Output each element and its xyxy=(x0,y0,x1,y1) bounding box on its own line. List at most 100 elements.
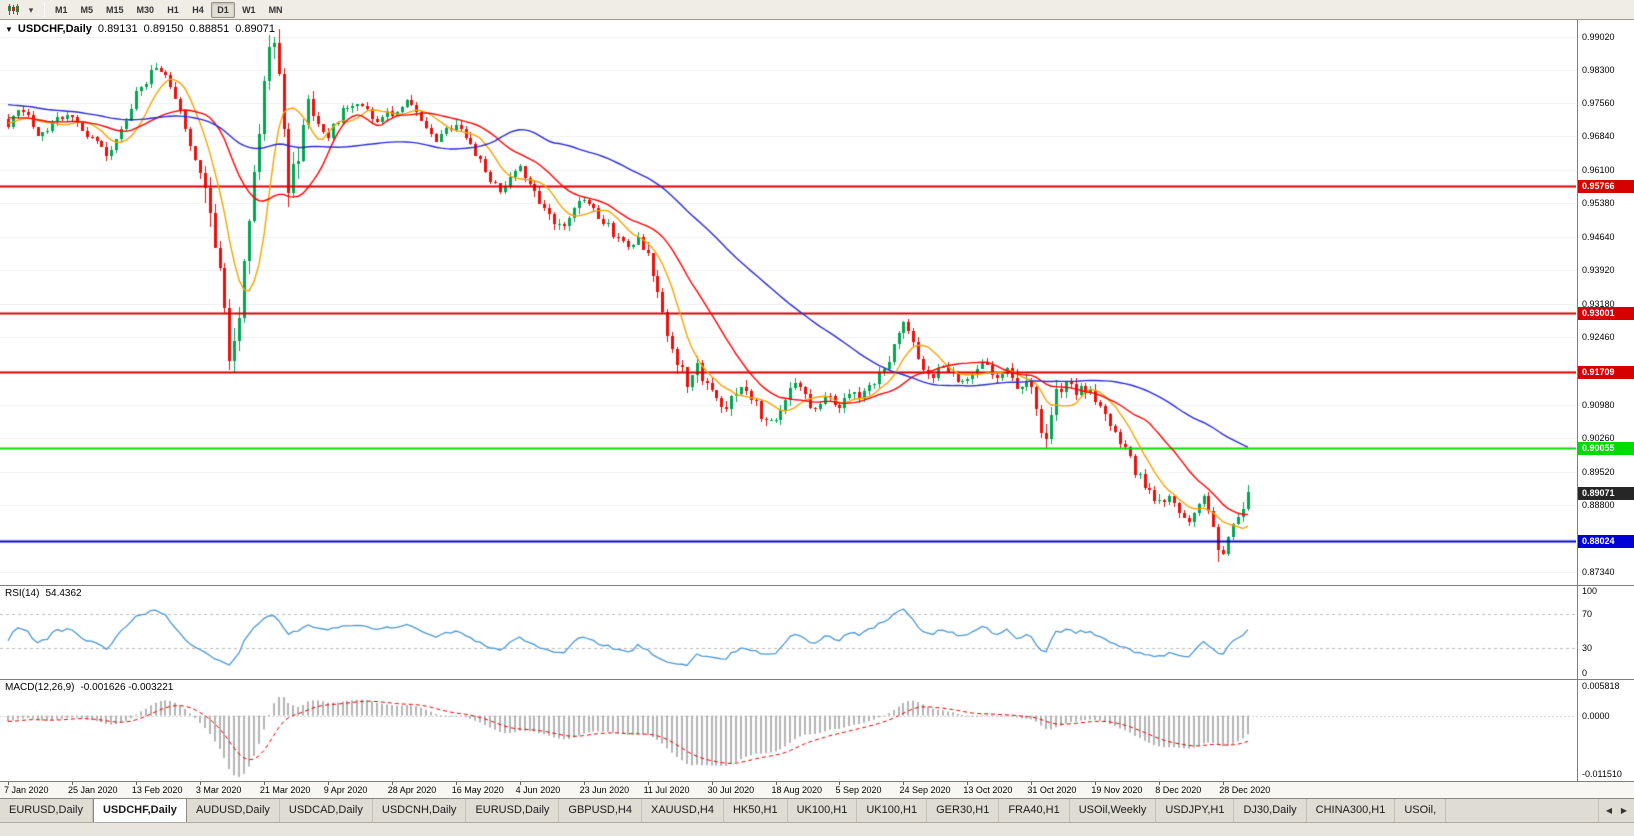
toolbar-separator xyxy=(44,2,45,17)
time-axis-label: 18 Aug 2020 xyxy=(771,785,823,795)
chart-tab-usoil-weekly[interactable]: USOil,Weekly xyxy=(1070,799,1157,822)
macd-axis-label: 0.005818 xyxy=(1582,681,1620,692)
timeframe-button-m5[interactable]: M5 xyxy=(80,4,94,15)
time-axis-tick xyxy=(712,782,713,785)
time-axis-tick xyxy=(200,782,201,785)
time-axis-tick xyxy=(967,782,968,785)
chart-tab-audusd-daily[interactable]: AUDUSD,Daily xyxy=(187,799,280,822)
tab-scroll-controls: ◀ ▶ xyxy=(1598,799,1634,822)
time-axis-tick xyxy=(520,782,521,785)
time-axis-label: 13 Feb 2020 xyxy=(131,785,183,795)
price-axis-label: 0.99020 xyxy=(1582,31,1615,42)
time-axis-tick xyxy=(1159,782,1160,785)
time-axis-tick xyxy=(1223,782,1224,785)
time-axis-tick xyxy=(1095,782,1096,785)
macd-indicator-name: MACD(12,26,9) xyxy=(5,682,75,693)
time-axis-label: 5 Sep 2020 xyxy=(835,785,882,795)
macd-axis-label: -0.011510 xyxy=(1582,768,1622,779)
chart-tab-usdjpy-h1[interactable]: USDJPY,H1 xyxy=(1156,799,1235,822)
rsi-pane[interactable]: 100 70 30 0 RSI(14) 54.4362 xyxy=(0,585,1634,679)
time-axis-tick xyxy=(72,782,73,785)
time-axis-label: 19 Nov 2020 xyxy=(1091,785,1143,795)
timeframe-button-d1[interactable]: D1 xyxy=(211,1,236,18)
time-axis-tick xyxy=(392,782,393,785)
chart-tab-eurusd-daily[interactable]: EURUSD,Daily xyxy=(0,799,93,822)
timeframe-button-m1[interactable]: M1 xyxy=(55,4,68,15)
chart-symbol: USDCHF,Daily xyxy=(17,23,92,35)
time-axis-tick xyxy=(456,782,457,785)
chart-tab-fra40-h1[interactable]: FRA40,H1 xyxy=(999,799,1070,822)
timeframe-buttons: M1 M5 M15 M30 H1 H4 D1 W1 MN xyxy=(49,1,289,18)
macd-header: MACD(12,26,9) -0.001626 -0.003221 xyxy=(5,682,173,693)
time-axis-tick xyxy=(136,782,137,785)
chart-tab-uk100-h1[interactable]: UK100,H1 xyxy=(788,799,858,822)
time-axis-tick xyxy=(903,782,904,785)
tab-scroll-right-icon[interactable]: ▶ xyxy=(1620,806,1628,815)
macd-indicator-values: -0.001626 -0.003221 xyxy=(80,682,174,693)
price-axis-label: 0.96100 xyxy=(1582,165,1615,176)
rsi-axis-label: 30 xyxy=(1582,642,1593,653)
chart-tab-eurusd-daily[interactable]: EURUSD,Daily xyxy=(466,799,560,822)
chart-tab-xauusd-h4[interactable]: XAUUSD,H4 xyxy=(642,799,724,822)
chart-tab-usoil[interactable]: USOil, xyxy=(1395,799,1447,822)
time-axis-tick xyxy=(264,782,265,785)
price-axis[interactable]: 0.99020 0.98300 0.97560 0.96840 0.96100 0.953… xyxy=(1577,20,1634,585)
rsi-axis-label: 100 xyxy=(1582,586,1598,596)
chart-tab-bar: EURUSD,Daily USDCHF,Daily AUDUSD,Daily USDC… xyxy=(0,798,1634,822)
collapse-icon[interactable]: ▼ xyxy=(5,24,13,34)
macd-pane[interactable]: 0.005818 0.0000 -0.011510 MACD(12,26,9) -0… xyxy=(0,679,1634,781)
timeframe-button-h1[interactable]: H1 xyxy=(167,4,179,15)
time-axis-label: 30 Jul 2020 xyxy=(707,785,755,795)
chart-tab-uk100-h1[interactable]: UK100,H1 xyxy=(857,799,928,822)
level-price-label: 0.91709 xyxy=(1578,365,1634,379)
rsi-axis[interactable]: 100 70 30 0 xyxy=(1577,586,1634,679)
timeframe-button-m15[interactable]: M15 xyxy=(106,4,124,15)
timeframe-button-m30[interactable]: M30 xyxy=(136,4,155,15)
macd-axis-label: 0.0000 xyxy=(1582,710,1610,721)
time-axis-label: 3 Mar 2020 xyxy=(195,785,242,795)
chart-high-value: 0.89150 xyxy=(143,23,184,35)
time-axis-tick xyxy=(648,782,649,785)
chart-tab-hk50-h1[interactable]: HK50,H1 xyxy=(724,799,788,822)
price-axis-label: 0.93920 xyxy=(1582,265,1615,276)
time-axis-label: 28 Apr 2020 xyxy=(387,785,437,795)
rsi-chart-canvas[interactable] xyxy=(0,586,1576,679)
current-price-label: 0.89071 xyxy=(1578,486,1634,500)
price-axis-label: 0.88800 xyxy=(1582,500,1615,511)
chart-tabs: EURUSD,Daily USDCHF,Daily AUDUSD,Daily USDC… xyxy=(0,799,1634,822)
chart-tab-usdcad-daily[interactable]: USDCAD,Daily xyxy=(280,799,373,822)
status-bar xyxy=(0,822,1634,836)
rsi-indicator-name: RSI(14) xyxy=(5,588,40,599)
timeframe-button-w1[interactable]: W1 xyxy=(242,4,256,15)
price-chart-canvas[interactable] xyxy=(0,20,1576,585)
chart-tab-usdcnh-daily[interactable]: USDCNH,Daily xyxy=(373,799,467,822)
time-axis-label: 31 Oct 2020 xyxy=(1027,785,1077,795)
price-axis-label: 0.90980 xyxy=(1582,400,1615,411)
time-axis-label: 24 Sep 2020 xyxy=(899,785,951,795)
macd-axis[interactable]: 0.005818 0.0000 -0.011510 xyxy=(1577,680,1634,781)
price-axis-label: 0.98300 xyxy=(1582,64,1615,75)
time-axis-label: 21 Mar 2020 xyxy=(259,785,311,795)
candlestick-chart-icon[interactable] xyxy=(4,2,22,18)
price-pane[interactable]: 0.99020 0.98300 0.97560 0.96840 0.96100 0.953… xyxy=(0,20,1634,585)
chart-tab-dj30-daily[interactable]: DJ30,Daily xyxy=(1234,799,1307,822)
macd-chart-canvas[interactable] xyxy=(0,680,1576,781)
rsi-axis-label: 70 xyxy=(1582,609,1593,620)
tab-scroll-left-icon[interactable]: ◀ xyxy=(1605,806,1613,815)
chart-area: 0.99020 0.98300 0.97560 0.96840 0.96100 0.953… xyxy=(0,20,1634,798)
chart-tab-usdchf-daily[interactable]: USDCHF,Daily xyxy=(92,799,187,822)
chart-tab-ger30-h1[interactable]: GER30,H1 xyxy=(927,799,1000,822)
time-axis[interactable]: 7 Jan 2020 25 Jan 2020 13 Feb 2020 3 Mar 20… xyxy=(0,781,1634,798)
time-axis-tick xyxy=(776,782,777,785)
chart-header: ▼ USDCHF,Daily 0.89131 0.89150 0.88851 0… xyxy=(5,23,275,35)
time-axis-label: 7 Jan 2020 xyxy=(4,785,49,795)
time-axis-label: 9 Apr 2020 xyxy=(323,785,368,795)
time-axis-label: 23 Jun 2020 xyxy=(579,785,630,795)
timeframe-button-mn[interactable]: MN xyxy=(268,4,283,15)
chevron-down-icon[interactable]: ▾ xyxy=(28,4,34,15)
time-axis-label: 4 Jun 2020 xyxy=(515,785,561,795)
chart-tab-gbpusd-h4[interactable]: GBPUSD,H4 xyxy=(559,799,642,822)
chart-tab-china300-h1[interactable]: CHINA300,H1 xyxy=(1307,799,1396,822)
timeframe-button-h4[interactable]: H4 xyxy=(192,4,204,15)
